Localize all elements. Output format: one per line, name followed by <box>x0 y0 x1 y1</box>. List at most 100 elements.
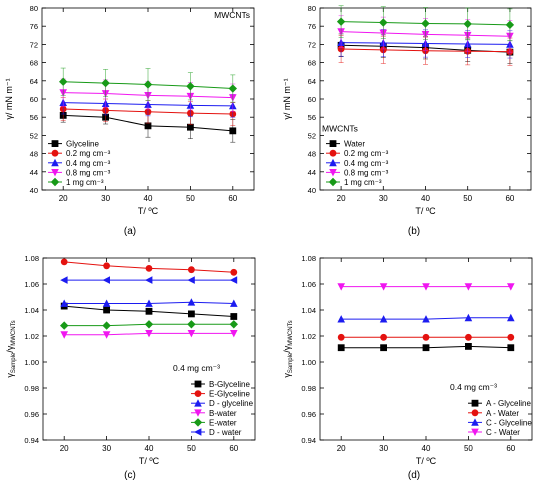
data-point <box>505 20 515 30</box>
x-tick-label: 60 <box>506 444 515 453</box>
legend-label: Glyceline <box>66 140 99 149</box>
x-tick-label: 50 <box>187 444 196 453</box>
x-tick-label: 40 <box>145 444 154 453</box>
legend-marker <box>51 140 59 147</box>
legend-marker <box>51 169 59 177</box>
legend-label: 0.2 mg cm⁻³ <box>344 149 389 158</box>
y-tick-label: 1.02 <box>24 332 39 341</box>
y-tick-label: 48 <box>308 150 316 159</box>
panel-annotation: MWCNTs <box>214 10 250 20</box>
legend-marker <box>329 149 337 157</box>
data-point <box>187 123 194 131</box>
data-point <box>229 276 238 284</box>
x-tick-label: 40 <box>144 194 153 203</box>
y-axis-label: γ/ mN m⁻¹ <box>4 78 14 119</box>
panel-label: (d) <box>408 470 420 481</box>
legend-marker <box>471 399 479 407</box>
legend-entry-3: C - Glyceline <box>468 418 532 427</box>
y-tick-label: 68 <box>308 59 316 68</box>
legend-label: C - Glyceline <box>486 418 532 427</box>
series-1 <box>337 343 515 352</box>
y-tick-label: 1.06 <box>301 280 316 289</box>
data-point <box>507 333 515 341</box>
x-tick-label: 50 <box>463 194 472 203</box>
x-axis-label: T/ ºC <box>139 456 160 466</box>
y-tick-label: 76 <box>308 22 316 31</box>
legend-label: E-Glyceline <box>209 390 250 399</box>
x-tick-label: 40 <box>422 444 431 453</box>
data-point <box>188 266 195 274</box>
data-point <box>507 313 515 322</box>
legend-marker <box>471 428 479 436</box>
data-point <box>60 299 68 307</box>
x-tick-label: 20 <box>337 444 346 453</box>
legend-label: D - glyceline <box>209 399 254 408</box>
legend-marker <box>51 158 59 167</box>
data-point <box>380 333 387 341</box>
legend-label: 0.4 mg cm⁻³ <box>66 159 111 168</box>
x-tick-label: 60 <box>229 444 238 453</box>
data-point <box>463 19 472 29</box>
data-point <box>187 330 196 338</box>
legend-marker <box>51 149 59 157</box>
legend-marker <box>194 390 202 397</box>
x-tick-label: 30 <box>379 444 388 453</box>
data-point <box>103 262 110 270</box>
y-tick-label: 0.98 <box>301 384 316 393</box>
legend-entry-5: E-water <box>191 418 237 427</box>
y-tick-label: 72 <box>308 40 316 49</box>
data-point <box>145 265 153 272</box>
series-2 <box>60 258 238 276</box>
series-4 <box>60 330 238 339</box>
data-point <box>465 343 472 350</box>
data-point <box>103 306 110 314</box>
y-tick-label: 60 <box>30 95 38 104</box>
y-tick-label: 1.08 <box>301 254 316 263</box>
data-point <box>230 299 238 307</box>
data-point <box>230 313 238 320</box>
legend-label: 1 mg cm⁻³ <box>344 178 382 187</box>
x-tick-label: 50 <box>186 194 195 203</box>
data-point <box>145 276 153 284</box>
legend-entry-4: 0.8 mg cm⁻³ <box>48 168 111 177</box>
legend-marker <box>471 409 479 417</box>
legend-entry-2: A - Water <box>468 409 519 418</box>
legend-entry-4: 0.8 mg cm⁻³ <box>326 168 389 177</box>
y-tick-label: 64 <box>30 77 38 86</box>
legend-label: Water <box>344 140 365 149</box>
legend-entry-2: E-Glyceline <box>191 390 250 399</box>
legend-marker <box>194 399 202 407</box>
data-point <box>145 299 153 307</box>
series-2 <box>337 333 515 341</box>
panel-label: (a) <box>124 226 136 237</box>
y-tick-label: 0.94 <box>24 436 39 445</box>
y-tick-label: 80 <box>30 4 38 13</box>
x-tick-label: 60 <box>505 194 514 203</box>
data-point <box>188 310 195 318</box>
panel-annotation: 0.4 mg cm⁻³ <box>173 363 220 373</box>
legend-entry-1: A - Glyceline <box>468 399 531 408</box>
x-axis-label: T/ ºC <box>138 206 159 216</box>
data-point <box>337 344 345 352</box>
panel-annotation: MWCNTs <box>322 124 358 134</box>
data-point <box>421 19 430 28</box>
y-tick-label: 64 <box>308 77 316 86</box>
data-point <box>229 127 237 135</box>
legend-entry-3: 0.4 mg cm⁻³ <box>48 158 111 168</box>
data-point <box>102 276 110 284</box>
data-point <box>187 320 196 329</box>
legend-label: 0.2 mg cm⁻³ <box>66 149 111 158</box>
legend-marker <box>50 177 60 187</box>
legend-marker <box>471 418 479 426</box>
data-point <box>145 330 153 338</box>
legend-label: A - Glyceline <box>486 399 531 408</box>
data-point <box>60 258 68 266</box>
panel-annotation: 0.4 mg cm⁻³ <box>450 382 497 392</box>
data-point <box>102 331 111 339</box>
y-tick-label: 76 <box>30 22 38 31</box>
data-point <box>230 330 238 338</box>
legend-label: B-Glyceline <box>209 380 250 389</box>
y-tick-label: 1.02 <box>301 332 316 341</box>
x-tick-label: 30 <box>379 194 388 203</box>
series-5 <box>59 67 237 103</box>
